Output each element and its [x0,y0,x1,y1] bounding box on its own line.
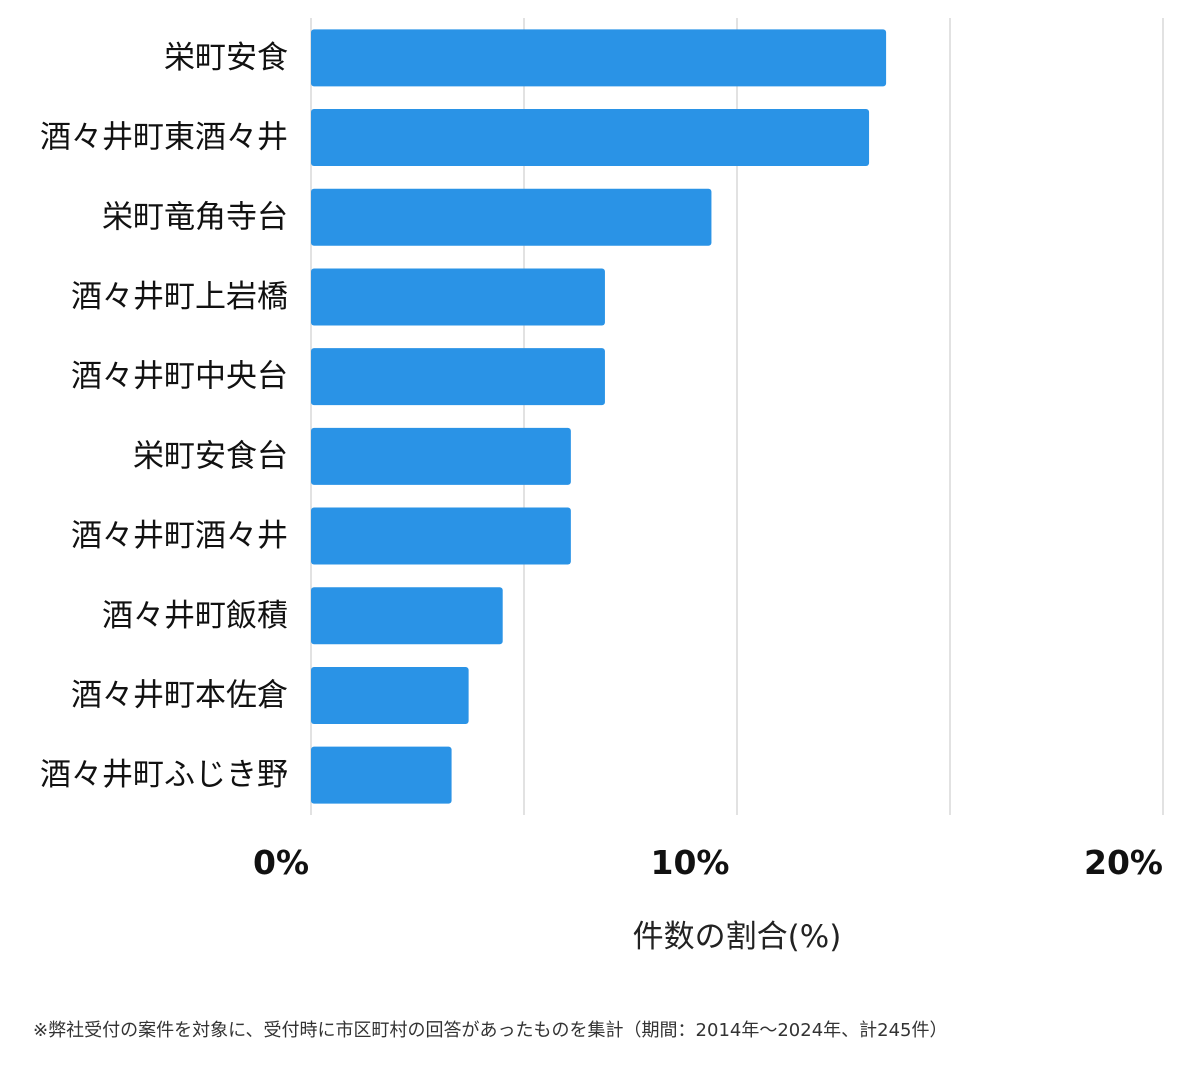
category-label: 酒々井町本佐倉 [71,677,288,713]
category-label: 栄町安食 [164,40,288,76]
category-labels: 栄町安食酒々井町東酒々井栄町竜角寺台酒々井町上岩橋酒々井町中央台栄町安食台酒々井… [40,40,288,793]
category-label: 栄町竜角寺台 [102,199,288,235]
bar [311,29,887,87]
category-label: 酒々井町東酒々井 [40,120,288,156]
bar [311,666,469,724]
bar [311,507,571,565]
bars [311,29,887,804]
category-label: 酒々井町上岩橋 [71,279,288,315]
category-label: 栄町安食台 [133,438,288,474]
category-label: 酒々井町飯積 [102,598,288,634]
x-axis-title: 件数の割合(%) [633,919,842,955]
x-tick-label: 20% [1084,843,1163,882]
bar [311,427,571,485]
bar-chart: 栄町安食酒々井町東酒々井栄町竜角寺台酒々井町上岩橋酒々井町中央台栄町安食台酒々井… [40,18,1164,955]
category-label: 酒々井町中央台 [71,359,288,395]
bar [311,587,503,645]
bar [311,268,605,326]
bar [311,109,870,167]
bar [311,188,712,246]
x-tick-label: 10% [651,843,730,882]
bar [311,348,605,406]
category-label: 酒々井町酒々井 [71,518,288,554]
footnote: ※弊社受付の案件を対象に、受付時に市区町村の回答があったものを集計（期間：201… [33,1020,948,1041]
x-tick-labels: 0% 10% 20% [253,843,1163,882]
category-label: 酒々井町ふじき野 [40,757,288,793]
bar [311,746,452,804]
x-tick-label: 0% [253,843,309,882]
